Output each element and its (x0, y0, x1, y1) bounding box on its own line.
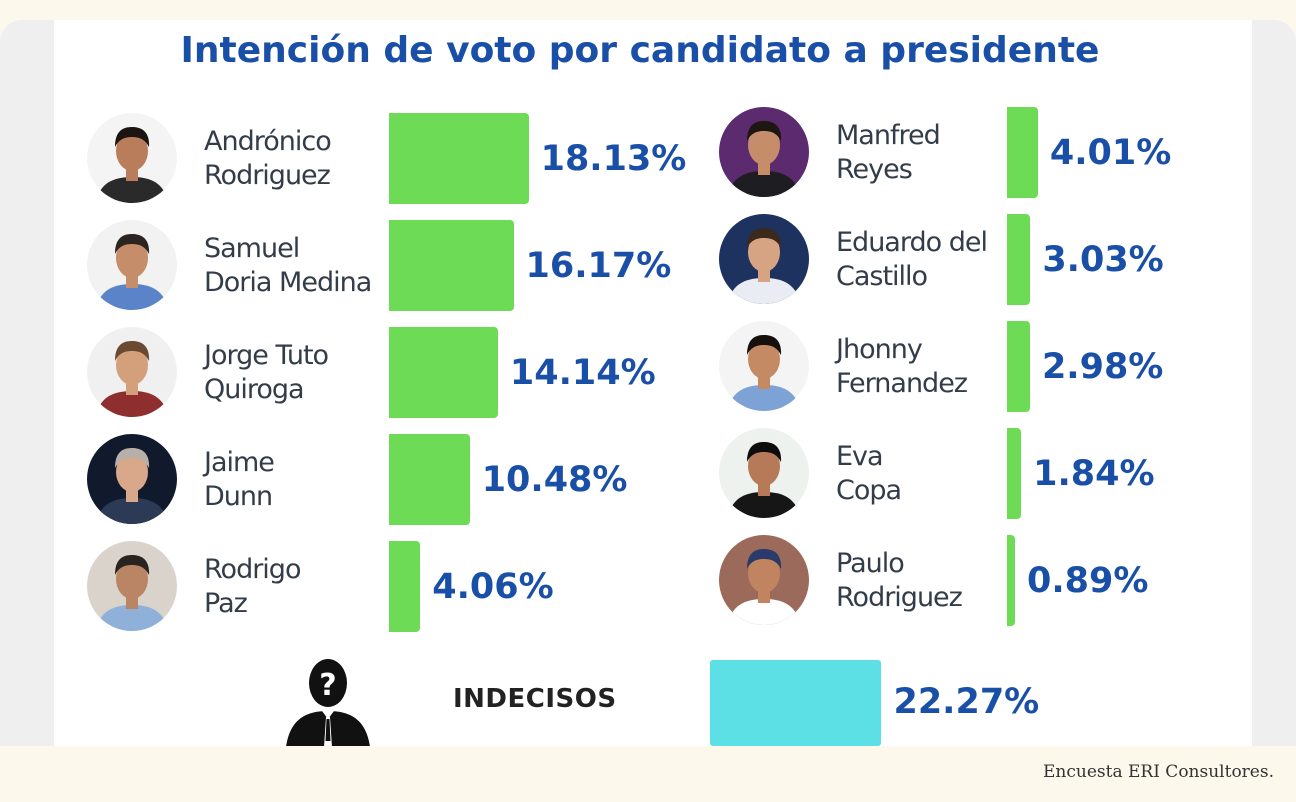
data-label: 14.14% (509, 353, 656, 393)
bar (389, 220, 514, 311)
candidate-first-name: Eva (836, 441, 884, 472)
data-label: 4.06% (432, 567, 554, 607)
data-label: 10.48% (481, 460, 628, 500)
top-strip (0, 0, 1296, 20)
bar (1007, 428, 1022, 519)
candidate-first-name: Jaime (204, 447, 275, 478)
data-label: 2.98% (1041, 347, 1164, 387)
svg-text:?: ? (319, 668, 336, 703)
candidate-photo (87, 327, 177, 417)
candidate-first-name: Andrónico (204, 126, 332, 157)
candidate-photo (719, 107, 809, 197)
candidate-name: Paulo Rodriguez (836, 547, 1036, 615)
chart-title: Intención de voto por candidato a presid… (180, 30, 1100, 71)
candidate-last-name: Doria Medina (204, 267, 372, 298)
candidate-first-name: Samuel (204, 233, 300, 264)
candidate-name: Manfred Reyes (836, 119, 1036, 187)
data-label: 0.89% (1027, 561, 1149, 601)
candidate-last-name: Paz (204, 588, 248, 619)
candidate-first-name: Eduardo del (836, 227, 988, 258)
source-caption: Encuesta ERI Consultores. (1043, 762, 1274, 782)
candidate-first-name: Manfred (836, 120, 941, 151)
candidate-photo (87, 541, 177, 631)
data-label: 16.17% (525, 246, 672, 286)
undecided-label: INDECISOS (453, 684, 617, 714)
caption-area (0, 746, 1296, 802)
candidate-photo (719, 535, 809, 625)
data-label: 4.01% (1049, 133, 1172, 173)
infographic-card (54, 20, 1252, 746)
candidate-first-name: Jhonny (836, 334, 923, 365)
candidate-name: Jaime Dunn (204, 446, 404, 514)
bar (389, 327, 498, 418)
candidate-name: Samuel Doria Medina (204, 232, 404, 300)
candidate-name: Eva Copa (836, 440, 1036, 508)
candidate-name: Eduardo del Castillo (836, 226, 1036, 294)
bar (1007, 107, 1038, 198)
data-label-undecided: 22.27% (893, 682, 1040, 722)
candidate-first-name: Rodrigo (204, 554, 301, 585)
bar (389, 113, 529, 204)
candidate-last-name: Copa (836, 475, 902, 506)
data-label: 1.84% (1033, 454, 1155, 494)
candidate-last-name: Fernandez (836, 368, 968, 399)
candidate-first-name: Paulo (836, 548, 905, 579)
candidate-photo (719, 214, 809, 304)
candidate-photo (87, 113, 177, 203)
candidate-last-name: Quiroga (204, 374, 305, 405)
bar (389, 434, 470, 525)
data-label: 3.03% (1042, 240, 1164, 280)
candidate-photo (719, 321, 809, 411)
candidate-last-name: Castillo (836, 261, 928, 292)
candidate-name: Jorge Tuto Quiroga (204, 339, 404, 407)
bar (1007, 535, 1015, 626)
candidate-photo (87, 434, 177, 524)
candidate-last-name: Rodriguez (204, 160, 331, 191)
candidate-last-name: Rodriguez (836, 582, 963, 613)
candidate-name: Rodrigo Paz (204, 553, 404, 621)
candidate-photo (87, 220, 177, 310)
candidate-last-name: Reyes (836, 154, 913, 185)
candidate-last-name: Dunn (204, 481, 273, 512)
unknown-person-icon: ? (280, 655, 376, 747)
bar (1007, 321, 1030, 412)
data-label: 18.13% (540, 139, 687, 179)
bar (1007, 214, 1031, 305)
candidate-name: Andrónico Rodriguez (204, 125, 404, 193)
candidate-first-name: Jorge Tuto (204, 340, 329, 371)
bar-undecided (710, 660, 882, 746)
candidate-name: Jhonny Fernandez (836, 333, 1036, 401)
candidate-photo (719, 428, 809, 518)
bar (389, 541, 421, 632)
